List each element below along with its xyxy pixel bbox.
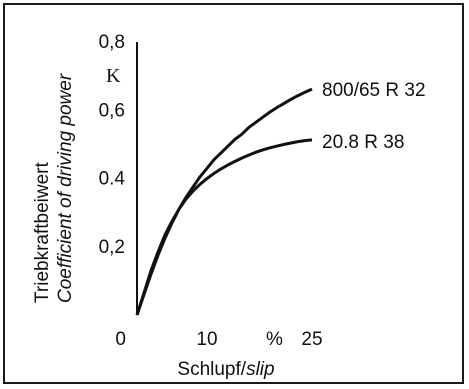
x-tick-label: 10 (196, 329, 217, 350)
y-axis-title-english: Coefficient of driving power (55, 73, 76, 303)
series-line-0 (135, 87, 313, 316)
series-line-1 (135, 138, 313, 316)
tick-labels: 0,2 0.4 0,6 0,8 0 10 25 (99, 32, 323, 350)
series-label-1: 20.8 R 38 (322, 132, 404, 153)
x-axis-title-english: slip (246, 359, 275, 380)
x-unit-label: % (266, 329, 283, 350)
y-symbol-label: K (106, 65, 121, 87)
x-tick-label: 25 (301, 329, 322, 350)
chart-frame (3, 3, 464, 384)
y-axis-title-german: Triebkraftbeiwert (32, 161, 53, 303)
x-tick-label: 0 (115, 329, 126, 350)
series-label-0: 800/65 R 32 (322, 80, 426, 101)
series-layer: 800/65 R 32 20.8 R 38 (135, 80, 426, 316)
y-tick-label: 0,6 (99, 100, 125, 121)
y-tick-label: 0,8 (99, 32, 125, 53)
y-tick-label: 0.4 (99, 169, 126, 190)
x-axis-title-german: Schlupf/ (177, 359, 246, 380)
chart-labels: K Triebkraftbeiwert Coefficient of drivi… (32, 65, 283, 380)
x-axis-title: Schlupf/slip (177, 359, 274, 380)
y-tick-label: 0,2 (99, 237, 125, 258)
